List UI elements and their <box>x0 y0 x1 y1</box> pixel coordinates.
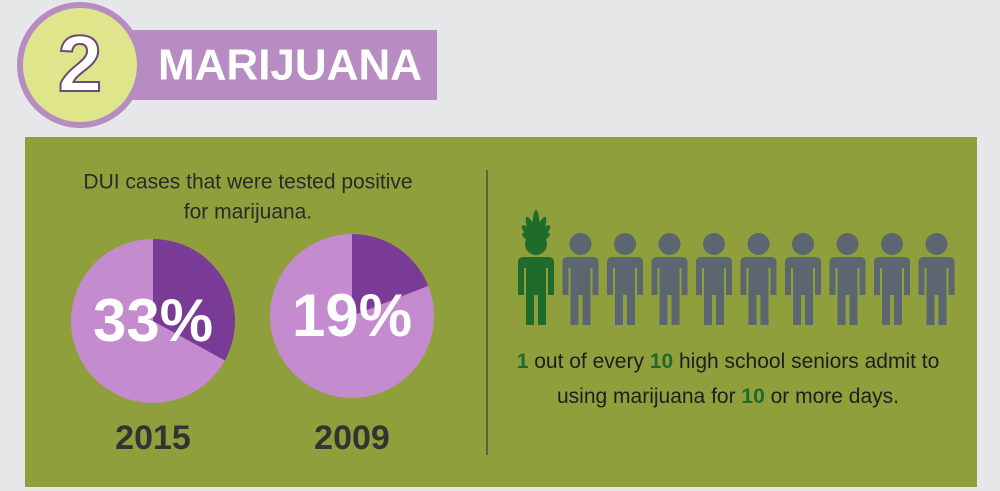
pie-slice <box>352 234 429 316</box>
statement-text: using marijuana for <box>557 385 741 408</box>
figure-head <box>836 233 859 255</box>
figure-body <box>874 257 910 325</box>
figure <box>918 233 955 325</box>
statement-number: 1 <box>517 350 529 373</box>
caption: DUI cases that were tested positive <box>83 171 412 194</box>
figure <box>607 233 643 325</box>
figure-head <box>881 233 903 255</box>
figure-body <box>785 257 821 325</box>
figure-head <box>747 233 770 255</box>
header-title: MARIJUANA <box>158 41 422 90</box>
statement-text: or more days. <box>765 385 899 408</box>
statement-text: high school seniors admit to <box>673 350 939 373</box>
pie-label: 33% <box>93 287 213 354</box>
figure <box>874 233 910 325</box>
year-label: 2009 <box>314 419 390 457</box>
figure <box>785 233 821 325</box>
figure-head <box>792 233 814 255</box>
figure-head <box>658 233 681 255</box>
statement-text: out of every <box>528 350 649 373</box>
figure-head <box>569 233 592 255</box>
figure <box>651 233 688 325</box>
statement-line: 1 out of every 10 high school seniors ad… <box>517 350 940 373</box>
pies: 33% 2015 19% 2009 <box>71 234 434 457</box>
pie-label: 19% <box>292 282 412 349</box>
highlighted-figure <box>518 210 554 325</box>
pie-slice <box>153 239 236 361</box>
figure-body <box>740 257 777 325</box>
statement-number: 10 <box>650 350 673 373</box>
caption: for marijuana. <box>184 201 312 224</box>
figure-body <box>651 257 688 325</box>
figure-body <box>518 257 554 325</box>
figure <box>740 233 777 325</box>
figure <box>562 233 599 325</box>
number-badge <box>17 2 143 128</box>
figure-head <box>925 233 948 255</box>
figure-body <box>607 257 643 325</box>
statement-line: using marijuana for 10 or more days. <box>557 385 899 408</box>
figures <box>518 210 955 325</box>
figure <box>829 233 866 325</box>
figure-body <box>696 257 732 325</box>
figure-body <box>918 257 955 325</box>
header-bar <box>100 30 437 100</box>
figure-body <box>562 257 599 325</box>
figure-head <box>703 233 725 255</box>
statement-number: 10 <box>741 385 764 408</box>
figure-body <box>829 257 866 325</box>
figure-head <box>614 233 636 255</box>
header-number: 2 <box>58 19 103 108</box>
leaf <box>535 232 550 242</box>
figure <box>696 233 732 325</box>
year-label: 2015 <box>115 419 191 457</box>
